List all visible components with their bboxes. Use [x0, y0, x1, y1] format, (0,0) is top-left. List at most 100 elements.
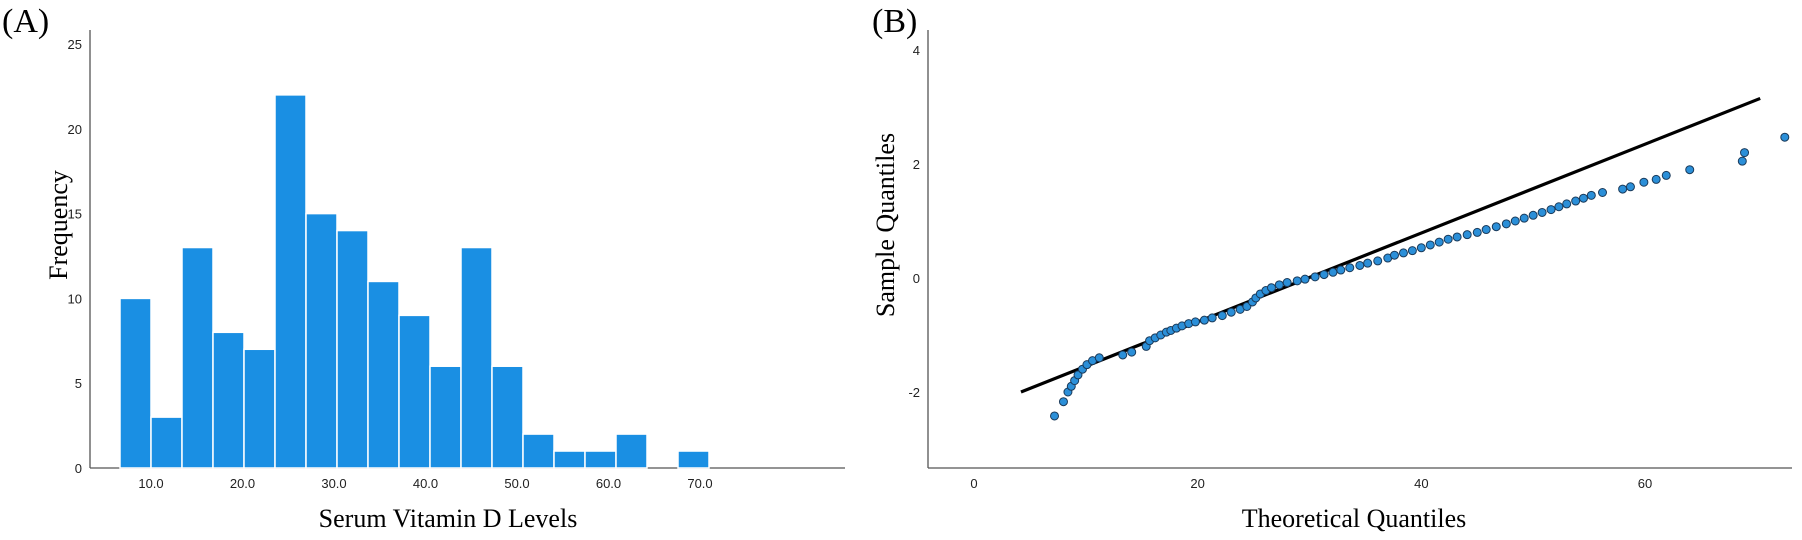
histogram-bar: [150, 416, 183, 469]
qq-point: [1398, 248, 1408, 258]
panel-a-x-tick-label: 30.0: [321, 476, 346, 491]
panel-a-y-tick-label: 20: [68, 122, 82, 137]
qq-point: [1373, 256, 1383, 266]
qq-point: [1336, 265, 1346, 275]
panel-a-label: (A): [2, 3, 49, 40]
histogram-bar: [398, 314, 431, 469]
qq-point: [1452, 232, 1462, 242]
qq-point: [1058, 397, 1068, 407]
panel-a-x-ticks: 10.0 20.0 30.0 40.0 50.0 60.0 70.0: [138, 476, 712, 491]
panel-a-histogram: (A) 0 5 10 15 20 25 10.0 20.0 30.0 40.0 50.0 60.0 7…: [2, 3, 845, 533]
panel-a-x-tick-label: 10.0: [138, 476, 163, 491]
qq-point: [1292, 276, 1302, 286]
histogram-bar: [181, 246, 214, 469]
qq-point: [1472, 227, 1482, 237]
panel-a-x-tick-label: 60.0: [596, 476, 621, 491]
panel-b-y-tick-label: -2: [908, 385, 920, 400]
histogram-bar: [336, 229, 369, 469]
qq-point: [1425, 240, 1435, 250]
panel-a-y-tick-label: 10: [68, 291, 82, 306]
qq-point: [1389, 250, 1399, 260]
qq-point: [1462, 230, 1472, 240]
histogram-bar: [491, 365, 524, 469]
histogram-bar: [460, 246, 493, 469]
qq-point: [1571, 196, 1581, 206]
qq-point: [1528, 210, 1538, 220]
panel-a-x-tick-label: 50.0: [504, 476, 529, 491]
panel-b-points: [1050, 132, 1790, 421]
qq-point: [1651, 174, 1661, 184]
histogram-bar: [429, 365, 462, 469]
qq-point: [1319, 270, 1329, 280]
panel-a-y-axis-label: Frequency: [44, 170, 73, 280]
histogram-bar: [522, 433, 555, 469]
qq-point: [1510, 216, 1520, 226]
qq-point: [1578, 193, 1588, 203]
panel-b-x-tick-label: 60: [1638, 476, 1652, 491]
qq-point: [1586, 190, 1596, 200]
qq-point: [1618, 184, 1628, 194]
panel-a-y-tick-label: 5: [75, 376, 82, 391]
panel-b-x-tick-label: 40: [1414, 476, 1428, 491]
panel-a-x-axis-label: Serum Vitamin D Levels: [319, 504, 578, 533]
qq-point: [1625, 182, 1635, 192]
qq-point: [1310, 272, 1320, 282]
panel-b-x-ticks: 0 20 40 60: [970, 476, 1652, 491]
qq-point: [1266, 283, 1276, 293]
qq-point: [1050, 411, 1060, 421]
histogram-bar: [243, 348, 276, 469]
qq-point: [1118, 350, 1128, 360]
qq-point: [1740, 148, 1750, 158]
qq-point: [1737, 156, 1747, 166]
panel-a-y-tick-label: 15: [68, 207, 82, 222]
qq-point: [1300, 274, 1310, 284]
panel-a-bars: [119, 94, 710, 469]
panel-b-label: (B): [872, 3, 917, 40]
panel-b-y-axis-label: Sample Quantiles: [871, 133, 900, 317]
qq-point: [1345, 263, 1355, 273]
histogram-bar: [274, 94, 307, 469]
panel-b-y-tick-label: 2: [913, 157, 920, 172]
qq-point: [1519, 213, 1529, 223]
qq-point: [1127, 347, 1137, 357]
qq-point: [1282, 278, 1292, 288]
qq-point: [1537, 207, 1547, 217]
panel-b-y-tick-label: 4: [913, 43, 920, 58]
qq-point: [1274, 280, 1284, 290]
qq-point: [1363, 258, 1373, 268]
histogram-bar: [677, 450, 710, 469]
qq-point: [1207, 313, 1217, 323]
panel-b-x-tick-label: 0: [970, 476, 977, 491]
qq-point: [1780, 132, 1790, 142]
qq-point: [1562, 199, 1572, 209]
panel-b-x-tick-label: 20: [1190, 476, 1204, 491]
panel-a-x-tick-label: 20.0: [230, 476, 255, 491]
qq-point: [1481, 225, 1491, 235]
qq-point: [1501, 219, 1511, 229]
qq-point: [1226, 307, 1236, 317]
qq-point: [1598, 188, 1608, 197]
panel-a-y-tick-label: 0: [75, 461, 82, 476]
qq-point: [1416, 243, 1426, 253]
qq-point: [1443, 234, 1453, 244]
panel-b-y-ticks: -2 0 2 4: [908, 43, 920, 400]
panel-a-x-tick-label: 70.0: [687, 476, 712, 491]
qq-point: [1491, 222, 1501, 232]
qq-point: [1554, 202, 1564, 212]
panel-a-y-ticks: 0 5 10 15 20 25: [68, 37, 82, 476]
qq-point: [1434, 237, 1444, 247]
qq-point: [1199, 315, 1209, 325]
histogram-bar: [615, 433, 648, 469]
qq-point: [1190, 317, 1200, 327]
panel-b-x-axis-label: Theoretical Quantiles: [1242, 504, 1467, 533]
qq-point: [1685, 165, 1695, 175]
qq-point: [1661, 170, 1671, 180]
qq-point: [1094, 353, 1104, 363]
qq-point: [1355, 260, 1365, 270]
qq-point: [1217, 311, 1227, 321]
qq-point: [1639, 177, 1649, 187]
histogram-bar: [553, 450, 586, 469]
qq-point: [1328, 267, 1338, 277]
